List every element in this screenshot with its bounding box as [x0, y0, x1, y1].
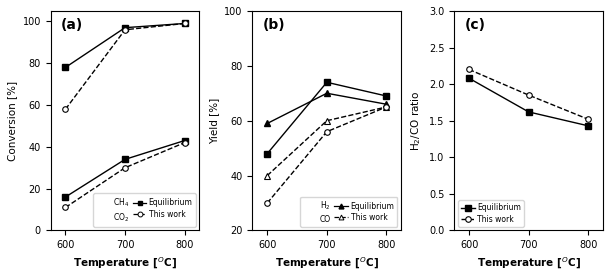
- Equilibrium: [525, 110, 533, 114]
- Y-axis label: H$_2$/CO ratio: H$_2$/CO ratio: [409, 90, 423, 151]
- X-axis label: Temperature [$^{O}$C]: Temperature [$^{O}$C]: [73, 256, 177, 271]
- Text: (b): (b): [263, 18, 285, 31]
- Legend: Equilibrium, This work: Equilibrium, This work: [458, 200, 524, 227]
- Y-axis label: Conversion [%]: Conversion [%]: [7, 81, 17, 161]
- Text: (a): (a): [61, 18, 84, 31]
- Line: Equilibrium: Equilibrium: [466, 76, 591, 129]
- X-axis label: Temperature [$^{O}$C]: Temperature [$^{O}$C]: [275, 256, 379, 271]
- Legend: CH$_4$, CO$_2$, Equilibrium, This work: CH$_4$, CO$_2$, Equilibrium, This work: [93, 193, 196, 227]
- Legend: H$_2$, CO, Equilibrium, This work: H$_2$, CO, Equilibrium, This work: [301, 197, 398, 227]
- X-axis label: Temperature [$^{O}$C]: Temperature [$^{O}$C]: [476, 256, 581, 271]
- Equilibrium: [584, 124, 592, 128]
- This work: [525, 93, 533, 97]
- This work: [584, 118, 592, 121]
- This work: [465, 68, 473, 71]
- Line: This work: This work: [466, 67, 591, 122]
- Equilibrium: [465, 77, 473, 80]
- Y-axis label: Yield [%]: Yield [%]: [209, 98, 219, 144]
- Text: (c): (c): [465, 18, 486, 31]
